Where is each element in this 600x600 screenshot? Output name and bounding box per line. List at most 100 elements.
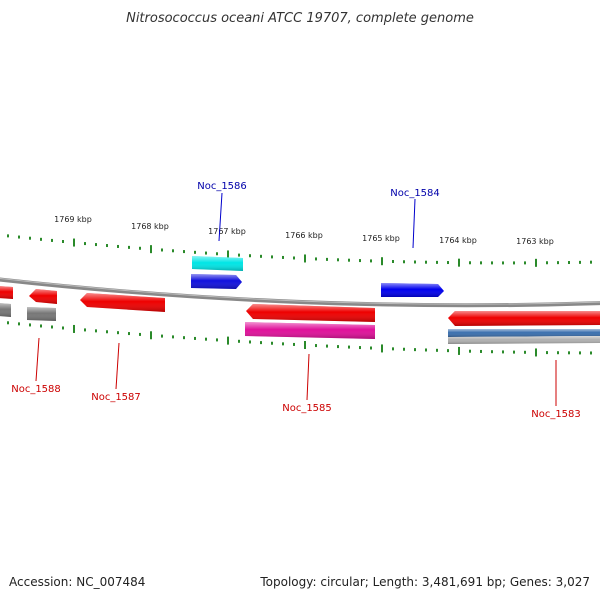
gene-label[interactable]: Noc_1586	[197, 181, 247, 192]
gene-feature[interactable]	[448, 329, 600, 337]
gene-label-group[interactable]: Noc_1587	[91, 342, 141, 403]
minor-tick	[62, 326, 64, 330]
minor-tick	[29, 323, 31, 327]
gene-label-group[interactable]: Noc_1586	[197, 181, 247, 242]
gene-feature[interactable]	[80, 293, 165, 312]
minor-tick	[568, 261, 570, 265]
minor-tick	[183, 250, 185, 254]
minor-tick	[491, 350, 493, 354]
gene-labels: Noc_1586 Noc_1584 Noc_1588 Noc_1587 Noc_…	[11, 181, 581, 420]
minor-tick	[238, 339, 240, 343]
minor-tick	[480, 349, 482, 353]
minor-tick	[29, 236, 31, 240]
kbp-label: 1764 kbp	[439, 236, 477, 245]
minor-tick	[216, 252, 218, 256]
minor-tick	[370, 259, 372, 263]
gene-label-group[interactable]: Noc_1588	[11, 337, 61, 395]
gene-label[interactable]: Noc_1583	[531, 409, 581, 420]
gene-label[interactable]: Noc_1584	[390, 188, 440, 199]
gene-feature[interactable]	[192, 256, 243, 271]
major-tick	[304, 341, 306, 350]
minor-tick	[161, 248, 163, 252]
kbp-label: 1765 kbp	[362, 234, 400, 243]
major-tick	[458, 258, 460, 267]
gene-feature[interactable]	[27, 307, 56, 321]
major-tick	[304, 254, 306, 263]
map-title: Nitrosococcus oceani ATCC 19707, complet…	[126, 11, 474, 26]
gene-feature[interactable]	[0, 286, 13, 299]
minor-tick	[139, 246, 141, 250]
minor-tick	[502, 350, 504, 354]
minor-tick	[249, 340, 251, 344]
gene-feature[interactable]	[0, 303, 11, 317]
minor-tick	[524, 261, 526, 265]
minor-tick	[546, 351, 548, 355]
minor-tick	[370, 346, 372, 350]
minor-tick	[315, 257, 317, 261]
major-tick	[535, 348, 537, 357]
minor-tick	[205, 251, 207, 255]
gene-feature[interactable]	[246, 304, 375, 322]
gene-feature[interactable]	[245, 322, 375, 339]
minor-tick	[271, 341, 273, 345]
gene-feature[interactable]	[448, 311, 600, 326]
minor-tick	[315, 344, 317, 348]
minor-tick	[282, 255, 284, 259]
gene-label[interactable]: Noc_1587	[91, 392, 141, 403]
minor-tick	[337, 345, 339, 349]
gene-label[interactable]: Noc_1588	[11, 384, 61, 395]
gene-label-group[interactable]: Noc_1585	[282, 353, 332, 414]
minor-tick	[106, 244, 108, 248]
minor-tick	[546, 261, 548, 265]
minor-tick	[172, 249, 174, 253]
major-tick	[381, 344, 383, 353]
minor-tick	[557, 261, 559, 265]
minor-tick	[436, 260, 438, 264]
gene-feature[interactable]	[381, 283, 444, 297]
minor-tick	[194, 336, 196, 340]
minor-tick	[84, 242, 86, 246]
minor-tick	[392, 259, 394, 263]
minor-tick	[183, 336, 185, 340]
genome-backbone	[0, 277, 600, 308]
minor-tick	[106, 330, 108, 334]
major-tick	[73, 324, 75, 333]
gene-label-group[interactable]: Noc_1583	[531, 360, 581, 420]
minor-tick	[128, 245, 130, 249]
minor-tick	[282, 342, 284, 346]
minor-tick	[84, 328, 86, 332]
gene-label[interactable]: Noc_1585	[282, 403, 332, 414]
kbp-label: 1768 kbp	[131, 222, 169, 231]
gene-feature[interactable]	[191, 274, 242, 289]
minor-tick	[7, 234, 9, 238]
minor-tick	[40, 237, 42, 241]
minor-tick	[447, 261, 449, 265]
reverse-tick-row	[7, 321, 592, 357]
minor-tick	[62, 240, 64, 244]
kbp-scale: 1769 kbp 1768 kbp 1767 kbp 1766 kbp 1765…	[54, 215, 554, 246]
gene-label-group[interactable]: Noc_1584	[390, 188, 440, 249]
minor-tick	[491, 261, 493, 265]
minor-tick	[51, 325, 53, 329]
major-tick	[458, 346, 460, 355]
genome-backbone-highlight	[0, 278, 600, 305]
major-tick	[227, 336, 229, 345]
minor-tick	[326, 257, 328, 261]
minor-tick	[238, 253, 240, 257]
gene-feature[interactable]	[29, 289, 57, 304]
kbp-label: 1766 kbp	[285, 231, 323, 240]
minor-tick	[425, 260, 427, 264]
minor-tick	[293, 342, 295, 346]
minor-tick	[579, 260, 581, 264]
kbp-label: 1767 kbp	[208, 227, 246, 236]
minor-tick	[447, 349, 449, 353]
minor-tick	[469, 349, 471, 353]
kbp-label: 1763 kbp	[516, 237, 554, 246]
minor-tick	[139, 332, 141, 336]
gene-feature[interactable]	[448, 336, 600, 344]
minor-tick	[293, 256, 295, 260]
forward-strand-genes	[191, 256, 444, 297]
major-tick	[535, 258, 537, 267]
kbp-label: 1769 kbp	[54, 215, 92, 224]
minor-tick	[590, 351, 592, 355]
